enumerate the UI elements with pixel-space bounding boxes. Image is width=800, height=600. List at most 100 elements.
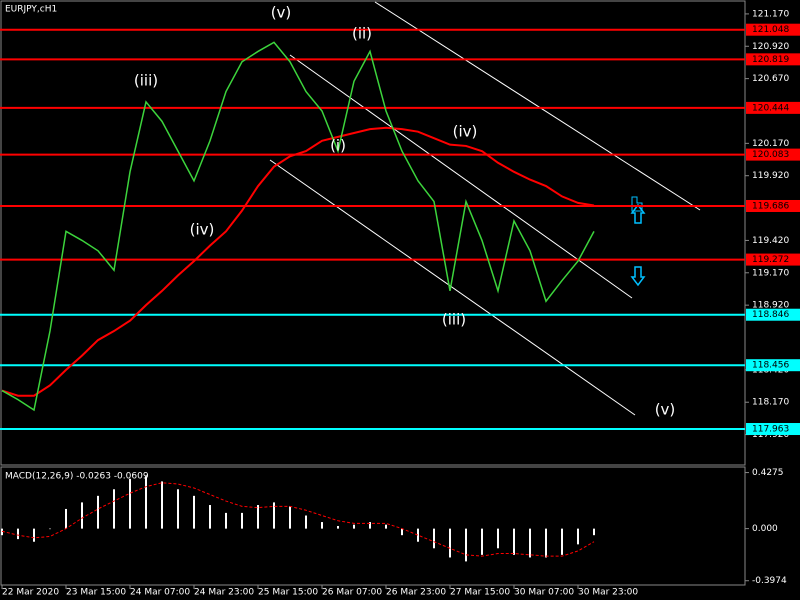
macd-bar bbox=[449, 528, 451, 558]
level-label-box bbox=[746, 253, 800, 266]
level-label-box bbox=[746, 199, 800, 212]
x-tick-label: 25 Mar 15:00 bbox=[258, 588, 318, 598]
macd-bar bbox=[81, 502, 83, 529]
price-line bbox=[1, 41, 595, 412]
macd-bar bbox=[129, 478, 131, 529]
macd-bar bbox=[337, 526, 339, 529]
moving-average-line bbox=[1, 126, 595, 397]
macd-bar bbox=[577, 528, 579, 545]
macd-bar bbox=[593, 528, 595, 536]
macd-bar bbox=[289, 506, 291, 529]
macd-bar bbox=[177, 489, 179, 529]
macd-bar bbox=[209, 505, 211, 529]
macd-bar bbox=[529, 528, 531, 558]
level-label: 118.456 bbox=[752, 361, 789, 371]
macd-bar bbox=[241, 512, 243, 529]
y-tick-label: 121.170 bbox=[752, 9, 789, 19]
macd-bar bbox=[385, 524, 387, 529]
x-tick-label: 30 Mar 23:00 bbox=[578, 588, 638, 598]
macd-bar bbox=[497, 528, 499, 549]
level-label-box bbox=[746, 53, 800, 66]
level-label: 119.686 bbox=[752, 201, 789, 211]
level-label-box bbox=[746, 423, 800, 436]
x-tick-label: 22 Mar 2020 bbox=[2, 588, 59, 598]
wave-label: (ii) bbox=[352, 25, 372, 43]
wave-label: (v) bbox=[271, 4, 292, 22]
macd-bar bbox=[225, 512, 227, 529]
y-tick-label: 117.920 bbox=[752, 430, 789, 440]
macd-bar bbox=[321, 522, 323, 529]
macd-bar bbox=[465, 528, 467, 562]
level-label: 121.048 bbox=[752, 25, 789, 35]
level-label-box bbox=[746, 23, 800, 36]
macd-bar bbox=[145, 476, 147, 529]
macd-frame bbox=[0, 466, 746, 586]
y-tick-label: 118.170 bbox=[752, 398, 789, 408]
level-label-box bbox=[746, 148, 800, 161]
channel-line bbox=[374, 1, 701, 211]
macd-bar bbox=[97, 495, 99, 529]
y-tick-label: 0.000 bbox=[752, 524, 778, 534]
macd-bar bbox=[545, 528, 547, 558]
level-label: 117.963 bbox=[752, 425, 789, 435]
macd-bar bbox=[257, 505, 259, 529]
macd-bar bbox=[401, 528, 403, 536]
wave-label: (iv) bbox=[190, 221, 215, 239]
level-label-box bbox=[746, 308, 800, 321]
macd-bar bbox=[417, 528, 419, 542]
macd-bar bbox=[273, 502, 275, 529]
main-frame bbox=[0, 0, 746, 466]
level-label: 120.819 bbox=[752, 55, 789, 65]
macd-title: MACD(12,26,9) -0.0263 -0.0609 bbox=[5, 472, 149, 482]
y-tick-label: 118.920 bbox=[752, 301, 789, 311]
macd-bar bbox=[561, 528, 563, 555]
x-tick-label: 30 Mar 07:00 bbox=[514, 588, 574, 598]
macd-bar bbox=[113, 489, 115, 529]
macd-bar bbox=[33, 528, 35, 542]
macd-bar bbox=[65, 508, 67, 529]
wave-label: (v) bbox=[655, 401, 676, 419]
level-label-box bbox=[746, 101, 800, 114]
macd-bar bbox=[513, 528, 515, 555]
macd-bar bbox=[49, 528, 51, 530]
y-tick-label: 120.670 bbox=[752, 74, 789, 84]
y-tick-label: 0.4275 bbox=[752, 468, 784, 478]
x-tick-label: 23 Mar 15:00 bbox=[66, 588, 126, 598]
macd-bar bbox=[433, 528, 435, 549]
macd-bar bbox=[1, 528, 3, 536]
y-tick-label: 119.920 bbox=[752, 171, 789, 181]
macd-bar bbox=[161, 481, 163, 529]
x-tick-label: 26 Mar 23:00 bbox=[386, 588, 446, 598]
x-tick-label: 26 Mar 07:00 bbox=[322, 588, 382, 598]
y-tick-label: 120.170 bbox=[752, 139, 789, 149]
level-label: 118.846 bbox=[752, 310, 789, 320]
channel-line bbox=[289, 54, 633, 299]
level-label: 119.272 bbox=[752, 255, 789, 265]
down-arrow bbox=[630, 266, 646, 287]
macd-bar bbox=[193, 495, 195, 529]
x-tick-label: 24 Mar 23:00 bbox=[194, 588, 254, 598]
macd-bar bbox=[353, 524, 355, 529]
level-label: 120.444 bbox=[752, 103, 789, 113]
channel-line bbox=[269, 159, 636, 416]
x-tick-label: 24 Mar 07:00 bbox=[130, 588, 190, 598]
macd-bar bbox=[481, 528, 483, 555]
wave-label: (iii) bbox=[442, 311, 466, 329]
wave-label: (i) bbox=[330, 137, 346, 155]
signal-line bbox=[1, 482, 595, 557]
x-tick-label: 27 Mar 15:00 bbox=[450, 588, 510, 598]
y-tick-label: 119.420 bbox=[752, 236, 789, 246]
y-tick-label: 119.170 bbox=[752, 268, 789, 278]
level-label-box bbox=[746, 359, 800, 372]
wave-label: (iii) bbox=[134, 72, 158, 90]
macd-bar bbox=[17, 528, 19, 540]
y-tick-label: -0.3974 bbox=[752, 576, 787, 586]
wave-label: (iv) bbox=[453, 123, 478, 141]
y-tick-label: 120.920 bbox=[752, 42, 789, 52]
macd-bar bbox=[369, 522, 371, 529]
chart-title: EURJPY,cH1 bbox=[5, 5, 57, 15]
level-label: 120.083 bbox=[752, 150, 789, 160]
